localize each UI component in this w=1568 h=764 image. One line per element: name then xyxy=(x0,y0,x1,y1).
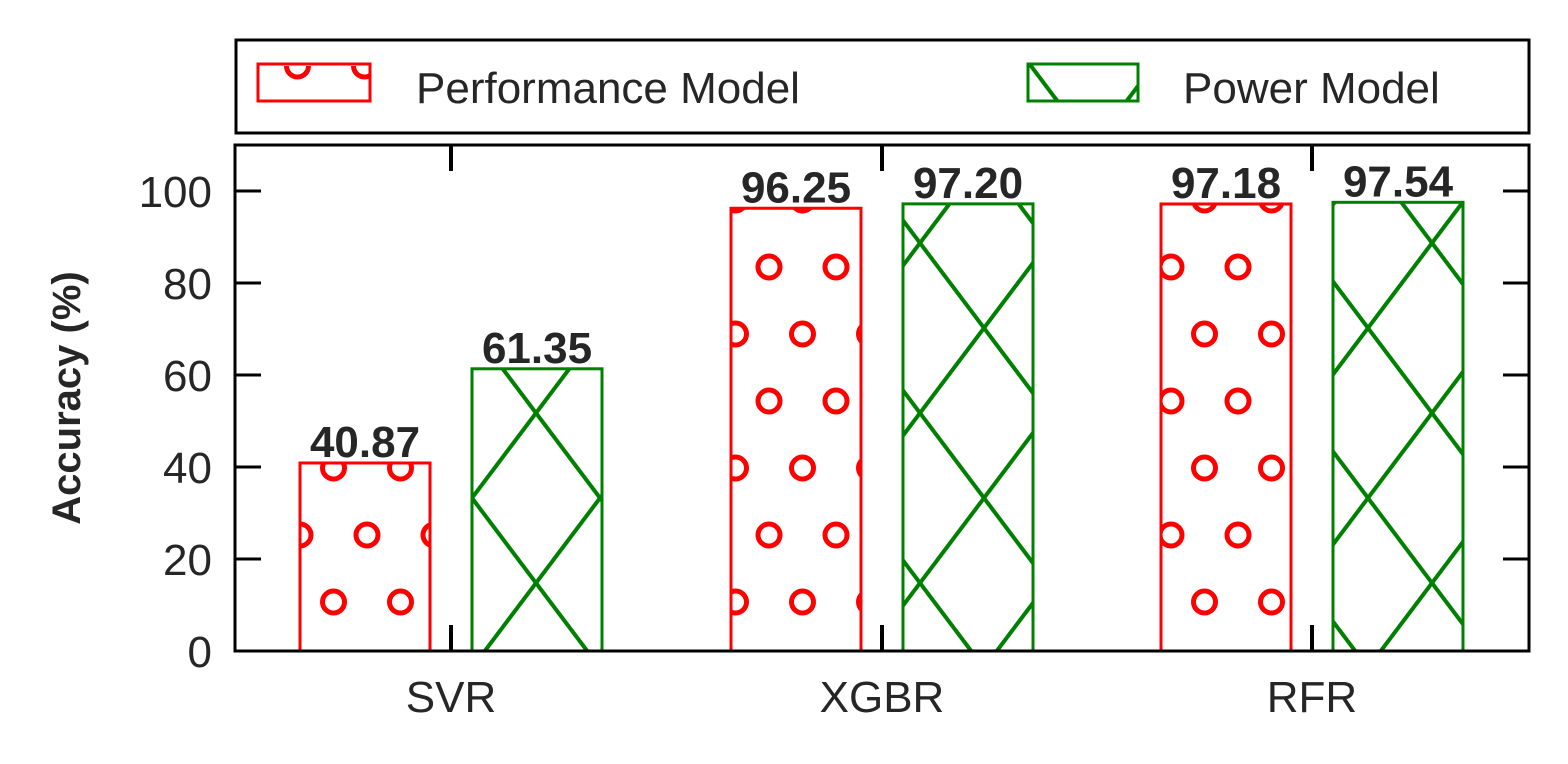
bar xyxy=(470,367,604,653)
bar-value-label: 40.87 xyxy=(310,418,420,467)
y-tick-label: 0 xyxy=(188,628,212,677)
legend-label-performance-model: Performance Model xyxy=(416,64,800,113)
legend-swatch-performance-model xyxy=(256,62,372,103)
bar-value-label: 97.54 xyxy=(1343,157,1454,206)
bar xyxy=(1331,200,1465,653)
plot-frame xyxy=(233,143,1531,653)
y-tick-label: 60 xyxy=(163,352,212,401)
bar-value-label: 96.25 xyxy=(741,163,851,212)
y-tick-label: 20 xyxy=(163,536,212,585)
bar xyxy=(1159,202,1293,653)
x-tick-label: XGBR xyxy=(820,673,945,722)
y-axis-label: Accuracy (%) xyxy=(45,271,89,524)
y-tick-label: 100 xyxy=(139,168,212,217)
bar xyxy=(298,461,432,653)
x-tick-label: RFR xyxy=(1267,673,1357,722)
y-tick-label: 40 xyxy=(163,444,212,493)
bar-value-label: 61.35 xyxy=(482,324,592,373)
legend-label-power-model: Power Model xyxy=(1183,64,1440,113)
bar xyxy=(729,206,863,653)
legend-swatch-power-model xyxy=(1026,62,1140,103)
bar xyxy=(901,202,1035,653)
bar-value-label: 97.18 xyxy=(1171,159,1281,208)
x-tick-label: SVR xyxy=(406,673,496,722)
y-tick-label: 80 xyxy=(163,260,212,309)
plot-area: 0 20 40 60 80 100 SVR XGBR RFR 40.87 96.25 97.18 61.… xyxy=(139,145,1529,722)
legend-frame xyxy=(234,38,1531,135)
bar-value-label: 97.20 xyxy=(913,159,1023,208)
legend: Performance Model Power Model xyxy=(234,38,1531,135)
